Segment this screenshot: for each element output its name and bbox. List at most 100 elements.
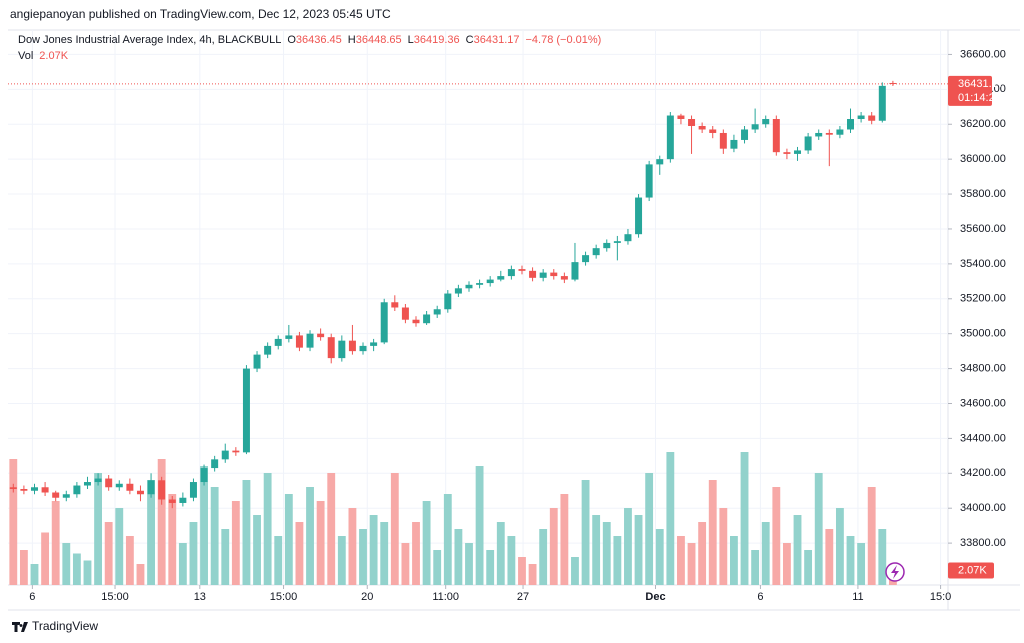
candle-body — [20, 489, 28, 491]
volume-bar — [867, 487, 876, 585]
candle-body — [105, 478, 113, 488]
candle-body — [635, 197, 643, 235]
x-tick-label: 6 — [757, 591, 763, 603]
candle-body — [868, 115, 876, 121]
candle-body — [359, 345, 367, 352]
y-tick-label: 35600.00 — [960, 223, 1006, 235]
volume-bar — [41, 532, 50, 585]
x-tick-label: 27 — [517, 591, 529, 603]
volume-bar — [645, 473, 654, 585]
candle-body — [709, 129, 717, 133]
volume-bar — [263, 473, 272, 585]
ohlc-value: 36436.45 — [296, 34, 342, 46]
volume-bar — [337, 536, 346, 585]
candle-body — [560, 276, 568, 280]
volume-bar — [274, 536, 283, 585]
volume-badge — [948, 562, 994, 579]
volume-badge-label: 2.07K — [958, 564, 987, 576]
y-tick-label: 36200.00 — [960, 118, 1006, 130]
candle-body — [380, 302, 388, 343]
candle-body — [529, 270, 537, 278]
volume-bar — [242, 480, 251, 585]
volume-bar — [613, 536, 622, 585]
countdown-label: 01:14:26 — [958, 92, 1001, 104]
volume-bar — [104, 522, 113, 585]
volume-bar — [9, 459, 18, 585]
candle-body — [507, 269, 515, 277]
volume-bar — [51, 501, 60, 585]
candle-body — [751, 124, 759, 130]
y-tick-label: 35400.00 — [960, 258, 1006, 270]
candle-body — [794, 150, 802, 154]
candle-body — [94, 478, 102, 483]
volume-bar — [422, 501, 431, 585]
x-tick-label: 6 — [29, 591, 35, 603]
candle-body — [857, 115, 865, 120]
volume-bar — [878, 529, 887, 585]
volume-bar — [157, 459, 166, 585]
volume-bar — [284, 494, 293, 585]
candle-body — [518, 269, 526, 271]
volume-bar — [571, 557, 579, 585]
candle-body — [730, 139, 738, 149]
volume-bar — [412, 522, 420, 585]
candle-body — [264, 345, 272, 355]
candle-body — [465, 284, 473, 289]
candle-body — [189, 482, 197, 498]
volume-bar — [496, 522, 505, 585]
volume-bar — [348, 508, 357, 585]
volume-bar — [624, 508, 632, 585]
candle-body — [306, 333, 314, 348]
candles — [8, 80, 948, 509]
candle-body — [274, 338, 282, 346]
candle-body — [30, 487, 38, 491]
logo-mark — [12, 622, 28, 632]
volume-bar — [210, 487, 219, 585]
candle-body — [836, 129, 844, 135]
y-tick-label: 34800.00 — [960, 362, 1006, 374]
candle-body — [550, 272, 558, 277]
candle-body — [433, 309, 441, 315]
volume-bar — [719, 508, 728, 585]
volume-bar — [761, 522, 770, 585]
volume-bar — [168, 494, 177, 585]
candle-body — [401, 307, 409, 320]
candle-body — [62, 494, 70, 498]
candle-body — [486, 279, 494, 284]
x-tick-label: 20 — [361, 591, 373, 603]
volume-bar — [369, 515, 378, 585]
volume-bar — [560, 494, 569, 585]
x-tick-label: 15:00 — [101, 591, 129, 603]
volume-bar — [316, 501, 325, 585]
volume-bar — [751, 550, 760, 585]
candle-body — [476, 283, 484, 285]
volume-bar — [782, 543, 791, 585]
candle-body — [762, 119, 770, 125]
volume-bar — [730, 536, 738, 585]
candle-body — [454, 288, 462, 294]
candle-body — [423, 314, 431, 324]
volume-bar — [19, 550, 28, 585]
volume-bar — [857, 543, 866, 585]
y-tick-label: 35800.00 — [960, 188, 1006, 200]
volume-bar — [486, 550, 495, 585]
candle-body — [52, 492, 60, 498]
candle-body — [327, 337, 335, 359]
candle-body — [889, 82, 897, 84]
volume-bar — [83, 560, 92, 585]
candle-body — [221, 450, 229, 460]
x-tick-label: 11 — [852, 591, 863, 603]
footer-brand: TradingView — [32, 619, 98, 633]
candle-body — [571, 262, 579, 280]
ohlc-key: O — [287, 34, 296, 46]
volume-bar — [465, 543, 473, 585]
volume-bar — [306, 487, 314, 585]
y-tick-label: 34400.00 — [960, 432, 1006, 444]
volume-bar — [380, 522, 389, 585]
candle-body — [539, 272, 547, 278]
candle-body — [285, 335, 293, 339]
volume-bar — [295, 522, 304, 585]
ohlc-key: H — [348, 34, 356, 46]
